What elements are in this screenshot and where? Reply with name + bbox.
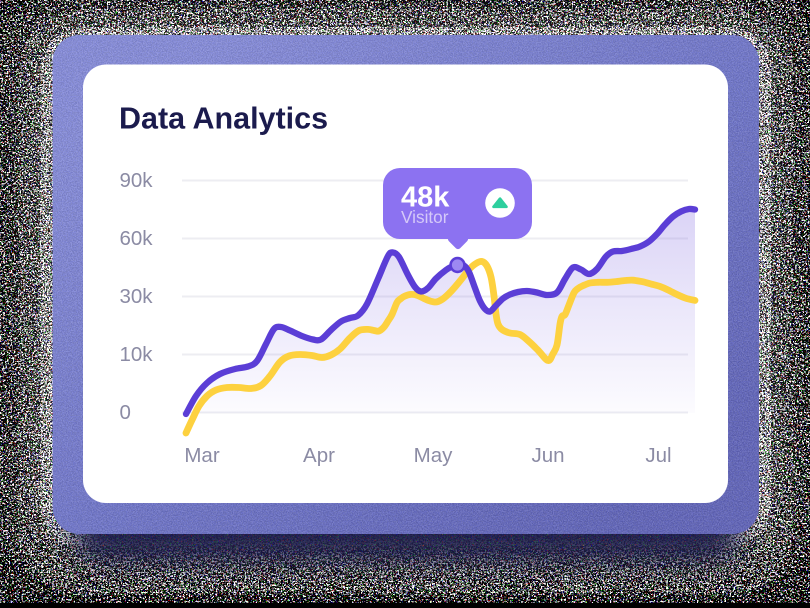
- svg-text:Mar: Mar: [184, 444, 219, 467]
- svg-text:0: 0: [120, 401, 131, 424]
- svg-text:Jun: Jun: [531, 444, 564, 467]
- svg-text:Data Analytics: Data Analytics: [119, 102, 328, 136]
- svg-text:Visitor: Visitor: [401, 207, 449, 227]
- svg-text:60k: 60k: [120, 227, 154, 250]
- svg-text:May: May: [414, 444, 453, 467]
- svg-text:Jul: Jul: [645, 444, 671, 467]
- svg-text:Apr: Apr: [303, 444, 335, 467]
- svg-text:90k: 90k: [120, 169, 154, 192]
- svg-text:48k: 48k: [401, 182, 450, 214]
- svg-text:30k: 30k: [120, 285, 154, 308]
- svg-text:10k: 10k: [120, 343, 154, 366]
